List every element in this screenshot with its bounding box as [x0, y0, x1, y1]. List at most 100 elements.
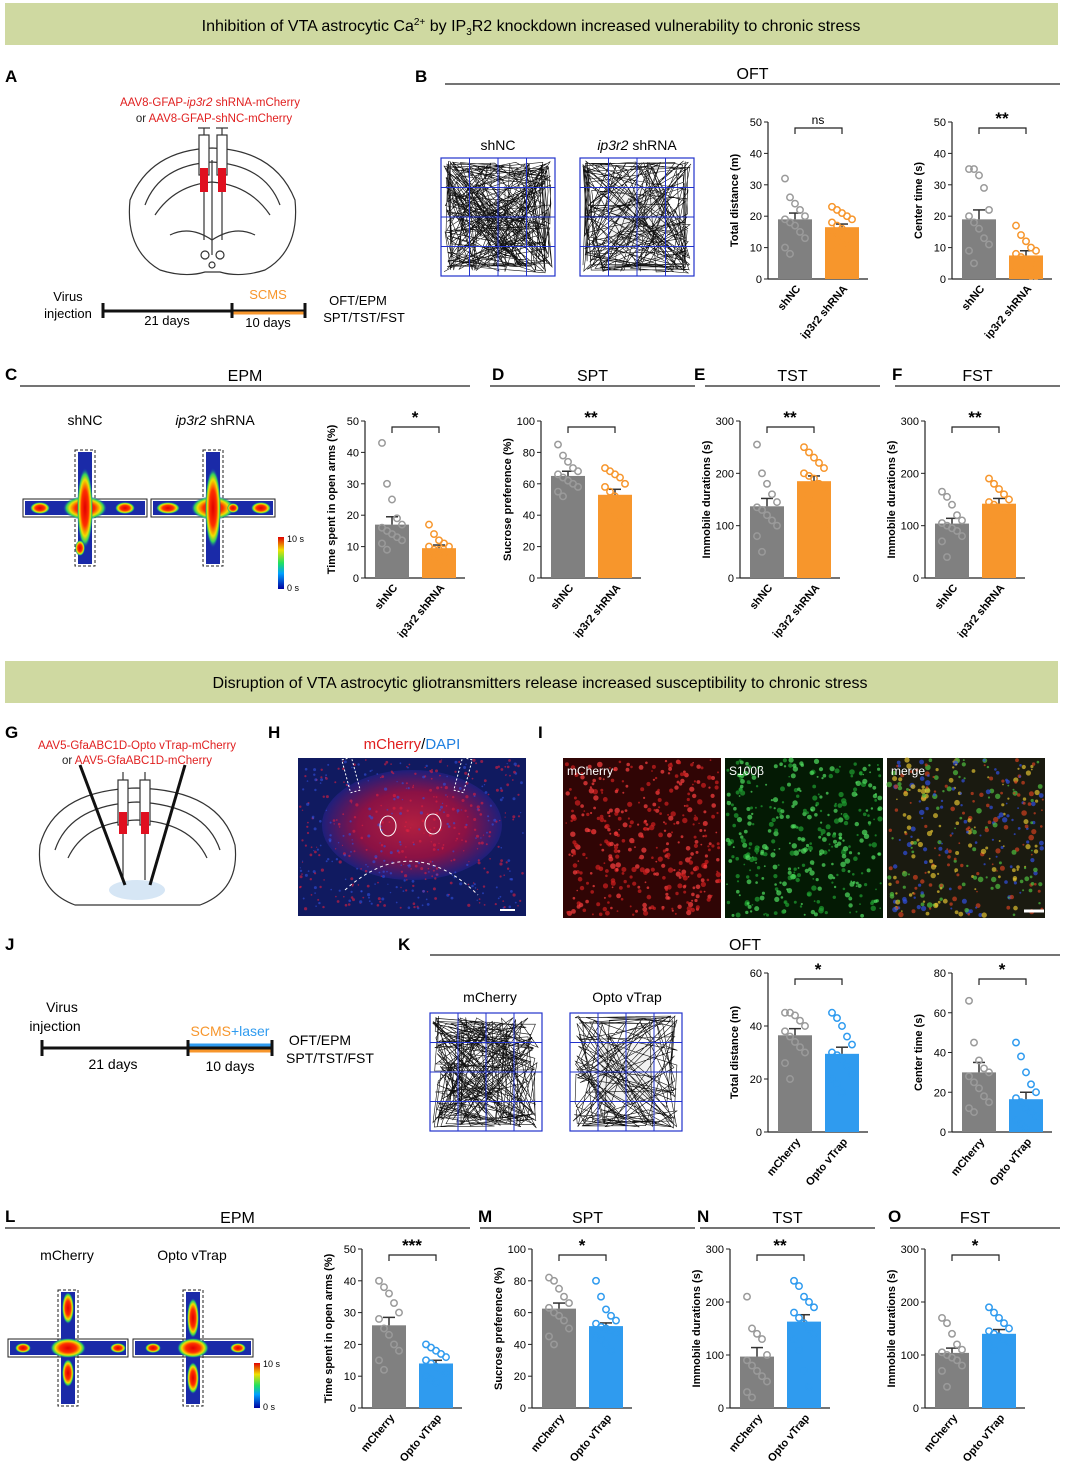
- texture-dot: [395, 901, 398, 904]
- texture-dot: [780, 786, 785, 792]
- texture-dot: [587, 764, 592, 769]
- texture-dot: [1034, 882, 1037, 886]
- texture-dot: [657, 798, 662, 802]
- texture-dot: [725, 812, 730, 817]
- texture-dot: [613, 766, 618, 772]
- texture-dot: [667, 832, 672, 838]
- texture-dot: [399, 843, 402, 846]
- data-point: [820, 464, 828, 473]
- x-tick-label: Opto vTrap: [961, 1412, 1008, 1464]
- x-tick-label: Opto vTrap: [804, 1136, 851, 1188]
- texture-dot: [517, 793, 520, 796]
- texture-dot: [995, 855, 998, 858]
- texture-dot: [352, 829, 356, 833]
- data-point: [1005, 495, 1013, 504]
- data-point: [748, 1393, 756, 1402]
- texture-dot: [325, 774, 327, 777]
- texture-dot: [970, 828, 972, 831]
- texture-dot: [435, 800, 438, 803]
- data-point: [953, 1356, 961, 1365]
- texture-dot: [992, 822, 998, 828]
- texture-dot: [920, 891, 924, 895]
- texture-dot: [467, 903, 471, 907]
- data-point: [975, 224, 983, 233]
- texture-dot: [478, 902, 481, 904]
- data-point: [975, 1056, 983, 1065]
- texture-dot: [503, 906, 506, 909]
- texture-dot: [489, 858, 491, 860]
- texture-dot: [924, 824, 928, 829]
- section-title: SPT: [577, 368, 608, 385]
- texture-dot: [452, 850, 455, 853]
- data-point: [805, 448, 813, 457]
- texture-dot: [986, 803, 990, 808]
- texture-dot: [771, 817, 776, 823]
- texture-dot: [632, 881, 637, 886]
- data-point: [442, 1369, 450, 1377]
- texture-dot: [671, 907, 674, 910]
- data-point: [953, 511, 961, 520]
- texture-dot: [1037, 784, 1043, 789]
- texture-dot: [570, 765, 576, 770]
- texture-dot: [909, 770, 913, 774]
- texture-dot: [474, 887, 477, 889]
- texture-dot: [911, 850, 915, 854]
- y-tick-label: 50: [347, 416, 359, 428]
- texture-dot: [751, 812, 754, 816]
- y-tick-label: 40: [750, 1021, 762, 1033]
- data-point: [380, 1324, 388, 1333]
- texture-dot: [797, 867, 800, 869]
- texture-dot: [426, 903, 430, 906]
- texture-dot: [961, 898, 967, 904]
- texture-dot: [301, 873, 303, 875]
- texture-dot: [716, 858, 720, 862]
- texture-dot: [646, 894, 652, 900]
- texture-dot: [859, 838, 864, 843]
- texture-dot: [867, 821, 872, 825]
- y-tick-label: 30: [344, 1308, 356, 1320]
- texture-dot: [862, 773, 864, 776]
- texture-dot: [879, 907, 882, 910]
- texture-dot: [429, 788, 432, 792]
- texture-dot: [618, 760, 622, 764]
- texture-dot: [786, 888, 793, 894]
- texture-dot: [376, 793, 379, 797]
- data-point: [430, 545, 438, 554]
- significance-bracket: [388, 1254, 437, 1261]
- track: [582, 160, 692, 274]
- x-tick-label: shNC: [748, 582, 776, 612]
- texture-dot: [936, 806, 940, 810]
- texture-dot: [383, 845, 386, 848]
- texture-dot: [458, 787, 462, 790]
- data-point: [965, 1104, 973, 1113]
- texture-dot: [891, 837, 894, 840]
- texture-dot: [838, 836, 843, 840]
- data-point: [985, 516, 993, 525]
- text: 21 days: [144, 313, 190, 328]
- texture-dot: [494, 903, 497, 906]
- texture-dot: [933, 813, 938, 819]
- texture-dot: [577, 860, 580, 862]
- texture-dot: [772, 797, 779, 803]
- texture-dot: [469, 804, 473, 807]
- texture-dot: [467, 883, 470, 886]
- texture-dot: [488, 831, 492, 834]
- texture-dot: [314, 872, 317, 875]
- texture-dot: [381, 775, 385, 778]
- texture-dot: [809, 870, 815, 876]
- texture-dot: [445, 794, 447, 796]
- texture-dot: [512, 818, 515, 821]
- significance: ***: [402, 1236, 422, 1255]
- data-point: [805, 1382, 813, 1391]
- texture-dot: [911, 909, 916, 914]
- texture-dot: [582, 852, 586, 857]
- texture-dot: [349, 820, 352, 823]
- texture-dot: [507, 859, 511, 862]
- texture-dot: [909, 801, 912, 804]
- texture-dot: [760, 805, 763, 808]
- texture-dot: [379, 900, 382, 903]
- texture-dot: [750, 773, 754, 776]
- texture-dot: [970, 791, 974, 796]
- texture-dot: [651, 856, 654, 859]
- texture-dot: [619, 886, 623, 890]
